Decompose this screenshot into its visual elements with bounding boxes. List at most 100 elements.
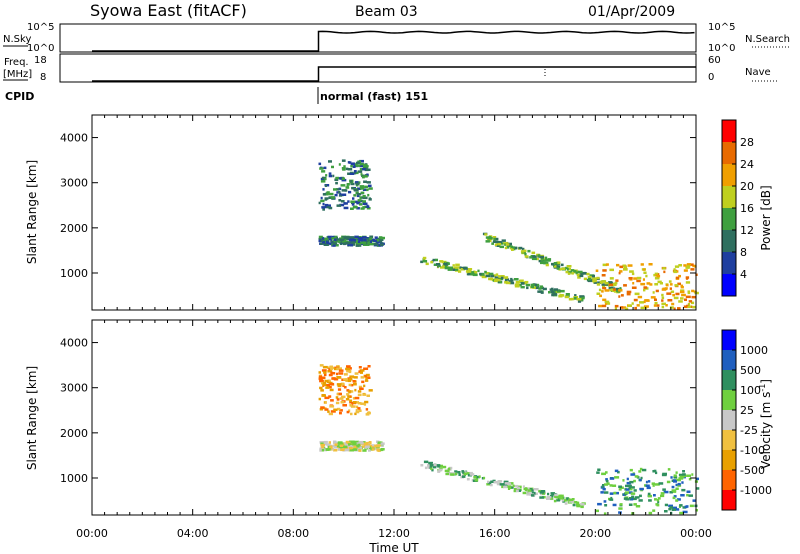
heatmap-cell xyxy=(367,365,371,368)
heatmap-cell xyxy=(576,273,581,277)
heatmap-cell xyxy=(319,408,323,411)
heatmap-cell xyxy=(691,289,695,293)
heatmap-cell xyxy=(335,401,340,405)
heatmap-cell xyxy=(360,191,365,195)
heatmap-cell xyxy=(576,504,581,508)
heatmap-cell xyxy=(568,267,571,271)
heatmap-cell xyxy=(583,277,587,281)
heatmap-cell xyxy=(358,366,362,369)
nave-tick-bottom: 0 xyxy=(708,72,714,83)
heatmap-cell xyxy=(448,467,451,471)
heatmap-cell xyxy=(363,238,367,242)
heatmap-cell xyxy=(356,201,361,205)
heatmap-cell xyxy=(573,501,578,504)
heatmap-cell xyxy=(336,365,339,368)
heatmap-cell xyxy=(606,482,610,485)
heatmap-cell xyxy=(609,498,614,501)
heatmap-cell xyxy=(341,395,346,399)
heatmap-cell xyxy=(508,280,513,283)
heatmap-cell xyxy=(334,443,338,446)
freq-tick-bottom: 8 xyxy=(40,72,46,83)
colorbar-swatch xyxy=(722,142,736,164)
heatmap-cell xyxy=(358,440,364,444)
heatmap-cell xyxy=(602,269,607,272)
heatmap-cell xyxy=(602,488,606,491)
heatmap-cell xyxy=(580,296,585,300)
heatmap-cell xyxy=(645,274,648,278)
heatmap-cell xyxy=(374,444,379,447)
heatmap-cell xyxy=(643,268,646,271)
colorbar-tick-label: 1000 xyxy=(740,344,768,357)
heatmap-cell xyxy=(364,445,369,449)
heatmap-cell xyxy=(322,202,325,206)
heatmap-cell xyxy=(350,180,353,183)
heatmap-cell xyxy=(338,191,341,194)
heatmap-cell xyxy=(352,401,357,404)
heatmap-cell xyxy=(341,193,347,196)
heatmap-cell xyxy=(319,449,323,452)
heatmap-cell xyxy=(368,187,373,190)
heatmap-cell xyxy=(540,291,544,294)
velocity-unit-close: ] xyxy=(759,379,773,384)
heatmap-cell xyxy=(328,206,333,210)
heatmap-cell xyxy=(642,278,645,281)
heatmap-cell xyxy=(337,448,341,451)
heatmap-cell xyxy=(319,447,325,451)
heatmap-cell xyxy=(629,480,634,484)
heatmap-cell xyxy=(322,383,327,387)
heatmap-cell xyxy=(657,280,662,284)
heatmap-cell xyxy=(643,300,646,304)
heatmap-cell xyxy=(539,255,545,259)
heatmap-cell xyxy=(356,194,360,198)
heatmap-cell xyxy=(454,268,459,271)
heatmap-cell xyxy=(498,240,501,244)
heatmap-cell xyxy=(321,206,326,209)
heatmap-cell xyxy=(567,272,571,275)
heatmap-cell xyxy=(538,259,542,263)
heatmap-cell xyxy=(614,469,619,473)
heatmap-cell xyxy=(689,504,694,508)
heatmap-cell xyxy=(336,383,342,386)
heatmap-cell xyxy=(587,275,592,279)
heatmap-cell xyxy=(665,283,669,287)
heatmap-cell xyxy=(609,492,614,495)
heatmap-cell xyxy=(318,375,323,378)
heatmap-cell xyxy=(645,480,648,484)
heatmap-cell xyxy=(329,405,335,408)
heatmap-cell xyxy=(432,465,437,469)
heatmap-cell xyxy=(358,238,364,242)
heatmap-cell xyxy=(326,191,330,194)
heatmap-cell xyxy=(362,243,367,246)
heatmap-cell xyxy=(657,501,660,504)
power-colorbar-label: Power [dB] xyxy=(759,185,773,250)
heatmap-cell xyxy=(610,496,613,500)
heatmap-cell xyxy=(350,207,354,210)
heatmap-cell xyxy=(628,486,632,489)
heatmap-cell xyxy=(329,446,333,449)
heatmap-cell xyxy=(660,494,665,498)
heatmap-cell xyxy=(630,492,636,495)
heatmap-cell xyxy=(542,287,547,291)
heatmap-cell xyxy=(597,468,601,471)
heatmap-cell xyxy=(322,208,325,211)
heatmap-cell xyxy=(436,263,441,266)
heatmap-cell xyxy=(666,292,672,295)
heatmap-cell xyxy=(354,412,357,416)
heatmap-cell xyxy=(694,265,697,268)
heatmap-cell xyxy=(337,388,342,391)
heatmap-cell xyxy=(352,445,357,449)
heatmap-cell xyxy=(680,289,685,292)
heatmap-cell xyxy=(652,470,656,473)
heatmap-cell xyxy=(664,510,668,513)
heatmap-cell xyxy=(688,300,693,303)
heatmap-cell xyxy=(629,468,633,472)
heatmap-cell xyxy=(682,470,685,473)
heatmap-cell xyxy=(472,271,478,274)
heatmap-cell xyxy=(530,283,535,287)
heatmap-cell xyxy=(330,382,334,386)
heatmap-cell xyxy=(690,268,695,271)
heatmap-cell xyxy=(618,485,622,488)
x-axis-label: Time UT xyxy=(368,541,419,554)
heatmap-cell xyxy=(423,460,429,464)
heatmap-cell xyxy=(427,464,432,467)
